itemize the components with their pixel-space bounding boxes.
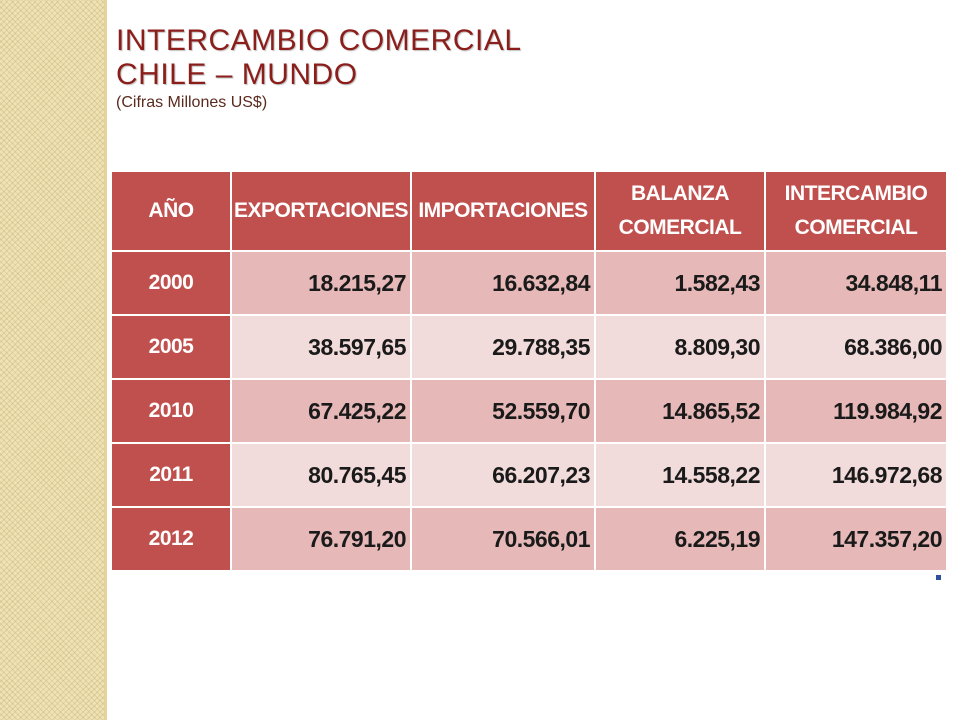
table-row: 2010 67.425,22 52.559,70 14.865,52 119.9… [110, 378, 948, 444]
cell-exchange: 119.984,92 [764, 378, 948, 444]
subtitle: (Cifras Millones US$) [116, 94, 268, 111]
table-row: 2012 76.791,20 70.566,01 6.225,19 147.35… [110, 506, 948, 572]
header-imports: IMPORTACIONES [410, 170, 596, 252]
cell-year: 2000 [110, 250, 232, 316]
cell-exchange: 146.972,68 [764, 442, 948, 508]
cell-exports: 18.215,27 [230, 250, 412, 316]
side-divider [104, 0, 107, 720]
cell-year: 2012 [110, 506, 232, 572]
cell-imports: 29.788,35 [410, 314, 596, 380]
header-row: AÑO EXPORTACIONES IMPORTACIONES BALANZA … [110, 170, 948, 252]
table-row: 2011 80.765,45 66.207,23 14.558,22 146.9… [110, 442, 948, 508]
table-row: 2000 18.215,27 16.632,84 1.582,43 34.848… [110, 250, 948, 316]
header-year: AÑO [110, 170, 232, 252]
cell-imports: 66.207,23 [410, 442, 596, 508]
cell-imports: 16.632,84 [410, 250, 596, 316]
cell-balance: 6.225,19 [594, 506, 766, 572]
cell-exports: 38.597,65 [230, 314, 412, 380]
cell-exchange: 147.357,20 [764, 506, 948, 572]
decorative-side-strip [0, 0, 104, 720]
cell-year: 2005 [110, 314, 232, 380]
table-row: 2005 38.597,65 29.788,35 8.809,30 68.386… [110, 314, 948, 380]
cell-year: 2011 [110, 442, 232, 508]
header-trade-balance: BALANZA COMERCIAL [594, 170, 766, 252]
cell-imports: 70.566,01 [410, 506, 596, 572]
cell-year: 2010 [110, 378, 232, 444]
cell-imports: 52.559,70 [410, 378, 596, 444]
cell-balance: 14.865,52 [594, 378, 766, 444]
cell-exports: 80.765,45 [230, 442, 412, 508]
resize-handle-icon [936, 575, 941, 580]
title-line-2: CHILE – MUNDO [116, 58, 358, 91]
title-line-1: INTERCAMBIO COMERCIAL [116, 24, 522, 57]
header-exports: EXPORTACIONES [230, 170, 412, 252]
title-block: INTERCAMBIO COMERCIAL CHILE – MUNDO (Cif… [116, 24, 522, 112]
cell-exports: 67.425,22 [230, 378, 412, 444]
cell-balance: 14.558,22 [594, 442, 766, 508]
cell-balance: 8.809,30 [594, 314, 766, 380]
cell-balance: 1.582,43 [594, 250, 766, 316]
trade-table: AÑO EXPORTACIONES IMPORTACIONES BALANZA … [110, 170, 948, 572]
cell-exchange: 34.848,11 [764, 250, 948, 316]
cell-exchange: 68.386,00 [764, 314, 948, 380]
header-trade-exchange: INTERCAMBIO COMERCIAL [764, 170, 948, 252]
cell-exports: 76.791,20 [230, 506, 412, 572]
